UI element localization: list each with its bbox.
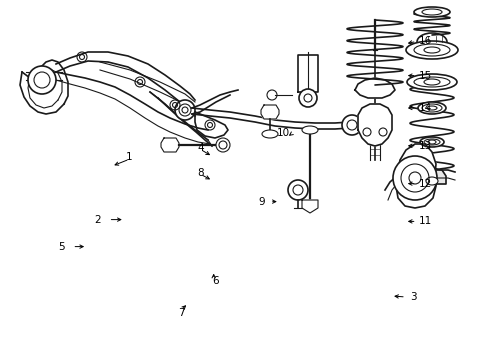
Circle shape [392, 156, 436, 200]
Text: 12: 12 [418, 179, 431, 189]
Circle shape [28, 66, 56, 94]
Polygon shape [354, 78, 394, 98]
Circle shape [34, 72, 50, 88]
Text: 9: 9 [258, 197, 264, 207]
Ellipse shape [425, 177, 437, 185]
Text: 15: 15 [418, 71, 431, 81]
Text: 11: 11 [418, 216, 431, 226]
Ellipse shape [419, 137, 443, 147]
Circle shape [298, 89, 316, 107]
Text: 14: 14 [418, 103, 431, 113]
Text: 5: 5 [58, 242, 64, 252]
Ellipse shape [406, 74, 456, 90]
Ellipse shape [262, 130, 278, 138]
Text: 13: 13 [418, 141, 431, 151]
Polygon shape [302, 200, 317, 213]
Ellipse shape [302, 126, 317, 134]
Circle shape [341, 115, 361, 135]
Text: 6: 6 [211, 276, 218, 286]
Ellipse shape [417, 102, 445, 114]
Circle shape [175, 100, 195, 120]
Text: 16: 16 [418, 36, 431, 46]
Text: 1: 1 [126, 152, 133, 162]
Text: 4: 4 [197, 143, 203, 153]
Polygon shape [261, 105, 279, 119]
Text: 10: 10 [277, 128, 289, 138]
Circle shape [287, 180, 307, 200]
Text: 3: 3 [409, 292, 416, 302]
Polygon shape [161, 138, 179, 152]
Ellipse shape [413, 7, 449, 17]
Polygon shape [357, 104, 391, 146]
Ellipse shape [405, 41, 457, 59]
Text: 2: 2 [94, 215, 101, 225]
Polygon shape [395, 144, 435, 208]
Text: 8: 8 [197, 168, 203, 178]
Text: 7: 7 [177, 308, 184, 318]
Polygon shape [417, 168, 445, 184]
Ellipse shape [216, 138, 229, 152]
